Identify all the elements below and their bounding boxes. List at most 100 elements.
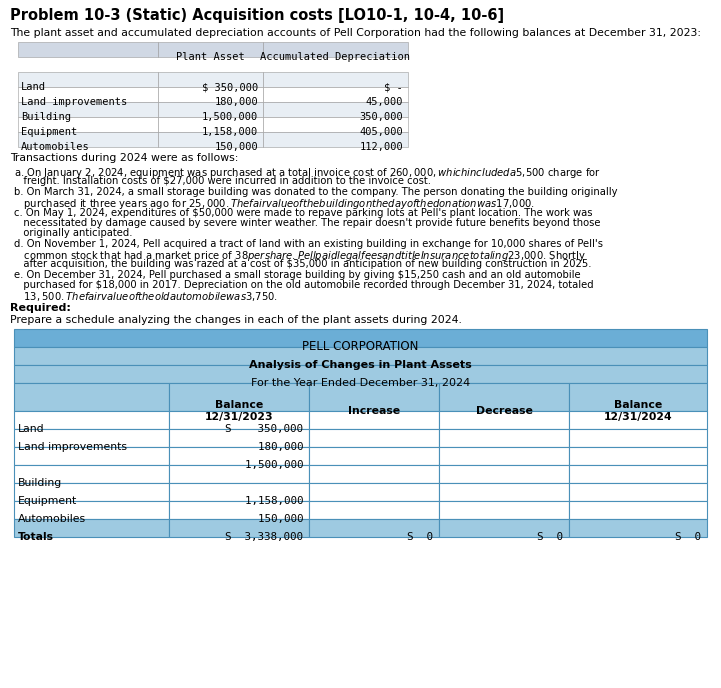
Bar [18,87,158,102]
Text: Required:: Required: [10,303,71,313]
Text: $ 350,000: $ 350,000 [202,82,258,92]
Text: necessitated by damage caused by severe winter weather. The repair doesn't provi: necessitated by damage caused by severe … [14,218,601,228]
Text: Equipment: Equipment [21,127,77,137]
Bar [263,72,408,87]
Bar [263,132,408,147]
Text: Totals: Totals [18,532,54,542]
Text: Automobiles: Automobiles [18,514,86,524]
Bar [309,519,439,537]
Bar [158,42,263,57]
Bar [158,87,263,102]
Bar [18,102,158,117]
Bar [309,483,439,501]
Text: Analysis of Changes in Plant Assets: Analysis of Changes in Plant Assets [249,360,472,370]
Bar [263,117,408,132]
Bar [309,501,439,519]
Bar [439,501,569,519]
Bar [158,117,263,132]
Text: common stock that had a market price of $38 per share. Pell paid legal fees and : common stock that had a market price of … [14,249,586,263]
Bar [439,483,569,501]
Text: 1,500,000: 1,500,000 [202,112,258,122]
Text: Balance
12/31/2023: Balance 12/31/2023 [205,400,273,422]
Text: Building: Building [21,112,71,122]
Bar [14,347,707,365]
Text: Accumulated Depreciation: Accumulated Depreciation [260,52,410,62]
Text: S    350,000: S 350,000 [225,424,303,434]
Bar [169,519,309,537]
Bar [569,429,707,447]
Text: Decrease: Decrease [476,406,532,416]
Text: originally anticipated.: originally anticipated. [14,228,133,238]
Text: 405,000: 405,000 [359,127,403,137]
Text: after acquisition, the building was razed at a cost of $35,000 in anticipation o: after acquisition, the building was raze… [14,259,591,269]
Bar [439,465,569,483]
Text: PELL CORPORATION: PELL CORPORATION [302,341,419,354]
Bar [18,42,158,57]
Text: b. On March 31, 2024, a small storage building was donated to the company. The p: b. On March 31, 2024, a small storage bu… [14,187,617,197]
Text: Plant Asset: Plant Asset [176,52,245,62]
Bar [14,429,169,447]
Text: Land improvements: Land improvements [21,97,127,107]
Bar [14,329,707,347]
Bar [309,411,439,429]
Text: Equipment: Equipment [18,496,77,506]
Bar [169,411,309,429]
Bar [263,42,408,57]
Text: Automobiles: Automobiles [21,142,89,152]
Text: e. On December 31, 2024, Pell purchased a small storage building by giving $15,2: e. On December 31, 2024, Pell purchased … [14,270,580,280]
Text: freight. Installation costs of $27,000 were incurred in addition to the invoice : freight. Installation costs of $27,000 w… [14,176,431,186]
Text: Land: Land [18,424,45,434]
Bar [569,411,707,429]
Bar [439,383,569,411]
Bar [14,483,169,501]
Bar [158,132,263,147]
Bar [439,429,569,447]
Bar [263,87,408,102]
Text: Land improvements: Land improvements [18,442,127,452]
Bar [569,501,707,519]
Text: Transactions during 2024 were as follows:: Transactions during 2024 were as follows… [10,153,239,163]
Text: 1,158,000: 1,158,000 [231,496,303,506]
Bar [569,483,707,501]
Bar [309,429,439,447]
Text: 112,000: 112,000 [359,142,403,152]
Bar [439,447,569,465]
Text: d. On November 1, 2024, Pell acquired a tract of land with an existing building : d. On November 1, 2024, Pell acquired a … [14,239,603,249]
Bar [158,102,263,117]
Text: 45,000: 45,000 [366,97,403,107]
Text: S  0: S 0 [675,532,701,542]
Text: 150,000: 150,000 [214,142,258,152]
Text: For the Year Ended December 31, 2024: For the Year Ended December 31, 2024 [251,378,470,388]
Bar [14,501,169,519]
Bar [439,519,569,537]
Bar [14,383,169,411]
Text: 180,000: 180,000 [214,97,258,107]
Bar [169,465,309,483]
Text: Land: Land [21,82,46,92]
Text: The plant asset and accumulated depreciation accounts of Pell Corporation had th: The plant asset and accumulated deprecia… [10,28,701,38]
Text: Building: Building [18,478,62,488]
Bar [169,383,309,411]
Text: S  3,338,000: S 3,338,000 [225,532,303,542]
Bar [569,447,707,465]
Text: 1,500,000: 1,500,000 [231,460,303,470]
Text: S  0: S 0 [537,532,563,542]
Bar [439,411,569,429]
Text: c. On May 1, 2024, expenditures of $50,000 were made to repave parking lots at P: c. On May 1, 2024, expenditures of $50,0… [14,208,593,218]
Text: Prepare a schedule analyzing the changes in each of the plant assets during 2024: Prepare a schedule analyzing the changes… [10,315,462,325]
Text: $ -: $ - [384,82,403,92]
Bar [18,117,158,132]
Text: Increase: Increase [348,406,400,416]
Bar [169,447,309,465]
Text: Balance
12/31/2024: Balance 12/31/2024 [603,400,672,422]
Text: $13,500. The fair value of the old automobile was $3,750.: $13,500. The fair value of the old autom… [14,290,278,303]
Text: purchased it three years ago for $25,000. The fair value of the building on the : purchased it three years ago for $25,000… [14,197,535,211]
Bar [14,447,169,465]
Bar [169,429,309,447]
Bar [18,132,158,147]
Bar [14,465,169,483]
Text: a. On January 2, 2024, equipment was purchased at a total invoice cost of $260,0: a. On January 2, 2024, equipment was pur… [14,166,601,180]
Bar [14,411,169,429]
Bar [309,383,439,411]
Bar [569,465,707,483]
